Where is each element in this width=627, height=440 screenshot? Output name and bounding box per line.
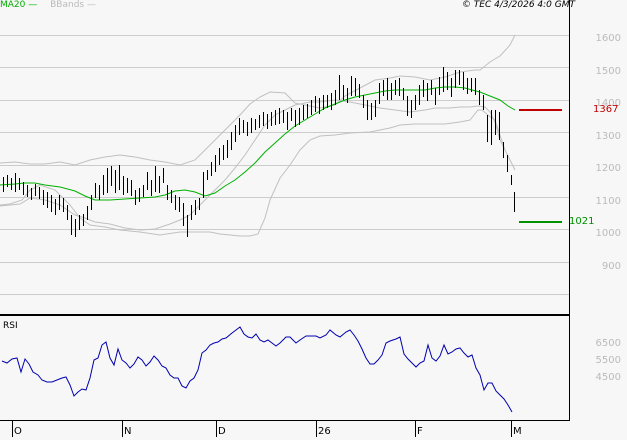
price-bars — [3, 67, 515, 237]
rsi-panel-label: RSI — [3, 321, 18, 331]
price-axis-label: 1500 — [595, 66, 621, 77]
legend-bbands: BBands — — [50, 0, 96, 10]
chart-legend: MA20 — BBands — — [0, 0, 96, 10]
x-axis-label: N — [124, 426, 132, 437]
price-gridlines — [0, 35, 569, 295]
x-axis-label: 26 — [318, 426, 331, 437]
resistance-level-label: 1367 — [593, 104, 619, 115]
copyright-timestamp: © TEC 4/3/2026 4:0 GMT — [461, 0, 575, 10]
price-axis-label: 1300 — [595, 131, 621, 142]
x-axis-label: M — [513, 426, 522, 437]
price-axis-label: 1600 — [595, 33, 621, 44]
rsi-axis-label: 4500 — [595, 372, 621, 383]
rsi-line — [1, 326, 513, 413]
x-axis-label: F — [417, 426, 423, 437]
x-axis-label: O — [14, 426, 22, 437]
x-axis-label: D — [218, 426, 226, 437]
rsi-axis-label: 6500 — [595, 338, 621, 349]
rsi-axis-label: 5500 — [595, 355, 621, 366]
bollinger-bands — [0, 34, 516, 237]
price-axis-label: 1200 — [595, 163, 621, 174]
price-axis-label: 1400 — [595, 98, 621, 109]
price-axis-label: 1000 — [595, 228, 621, 239]
price-axis-label: 1100 — [595, 196, 621, 207]
price-axis-label: 900 — [601, 261, 621, 272]
x-ticks — [12, 421, 512, 437]
support-level-label: 1021 — [569, 216, 595, 227]
ma20-line — [0, 86, 516, 201]
legend-ma20: MA20 — — [0, 0, 38, 10]
